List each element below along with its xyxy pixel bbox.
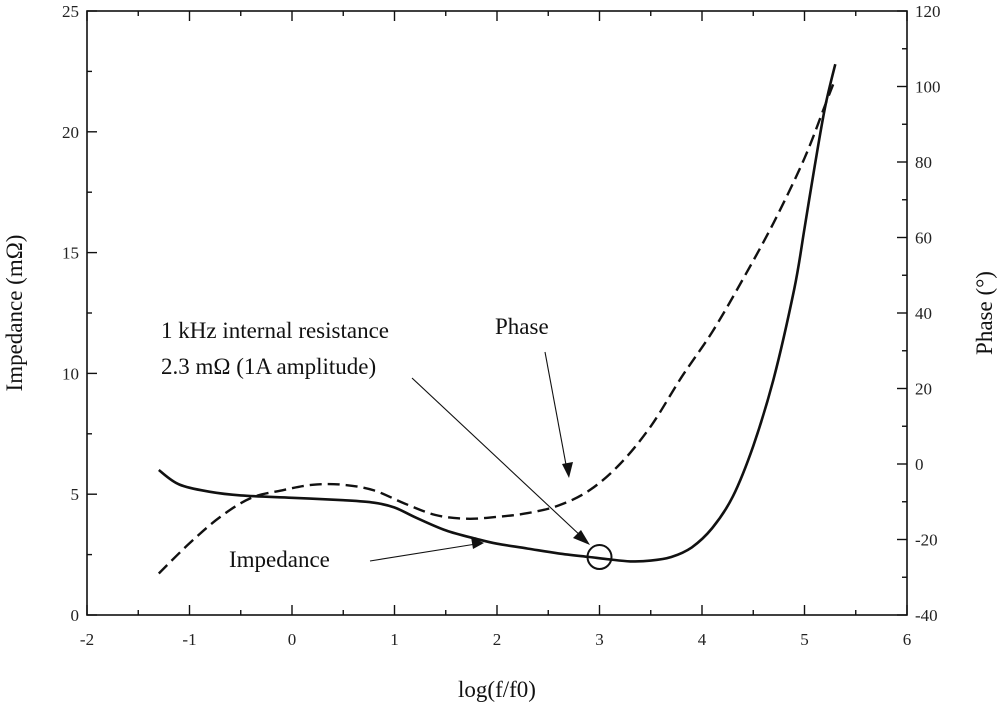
x-tick-label: 3 — [595, 630, 604, 649]
y-right-tick-label: 20 — [915, 380, 932, 399]
y-right-axis-title: Phase (°) — [972, 271, 997, 355]
phase-pointer-line — [544, 351, 568, 471]
resistance-pointer-arrowhead — [573, 530, 590, 545]
annotation-phase-label: Phase — [495, 314, 549, 339]
y-right-tick-label: 60 — [915, 229, 932, 248]
internal-resistance-marker — [586, 544, 613, 571]
y-left-tick-label: 0 — [71, 606, 80, 625]
y-right-tick-label: -40 — [915, 606, 938, 625]
x-tick-label: -1 — [182, 630, 196, 649]
x-tick-label: 0 — [288, 630, 297, 649]
y-left-tick-label: 5 — [71, 485, 80, 504]
y-right-tick-label: 0 — [915, 455, 924, 474]
y-left-tick-label: 20 — [62, 123, 79, 142]
y-right-tick-label: -20 — [915, 531, 938, 550]
phase-series-line — [157, 78, 837, 575]
tick-labels: -2 -1 0 1 2 3 4 5 60510152025-40-200204060801001… — [62, 2, 941, 649]
x-tick-label: 1 — [390, 630, 399, 649]
tick-marks — [86, 10, 908, 616]
y-right-tick-label: 100 — [915, 78, 941, 97]
impedance-series-line — [158, 63, 837, 563]
y-left-tick-label: 10 — [62, 364, 79, 383]
impedance-pointer-line — [369, 543, 477, 562]
plot-frame — [86, 10, 908, 616]
x-tick-label: 4 — [698, 630, 707, 649]
y-left-tick-label: 25 — [62, 2, 79, 21]
x-axis-title: log(f/f0) — [458, 677, 536, 702]
y-left-tick-label: 15 — [62, 244, 79, 263]
impedance-pointer-arrowhead — [471, 537, 484, 549]
y-right-tick-label: 80 — [915, 153, 932, 172]
resistance-pointer-line — [411, 377, 584, 539]
y-right-tick-label: 40 — [915, 304, 932, 323]
y-left-axis-title: Impedance (mΩ) — [2, 235, 27, 392]
phase-pointer-arrowhead — [562, 462, 573, 478]
annotation-resistance-line2: 2.3 mΩ (1A amplitude) — [161, 354, 376, 379]
x-tick-label: 2 — [493, 630, 502, 649]
annotation-impedance-label: Impedance — [229, 547, 330, 572]
x-tick-label: -2 — [80, 630, 94, 649]
annotation-resistance-line1: 1 kHz internal resistance — [161, 318, 389, 343]
y-right-tick-label: 120 — [915, 2, 941, 21]
x-tick-label: 5 — [800, 630, 809, 649]
x-tick-label: 6 — [903, 630, 912, 649]
